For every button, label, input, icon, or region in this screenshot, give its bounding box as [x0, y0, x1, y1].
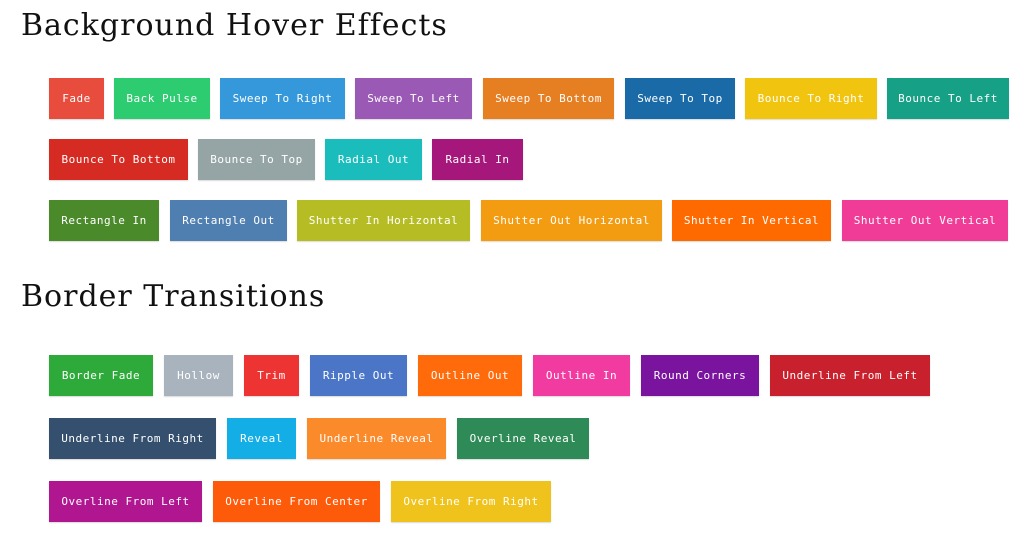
round-corners-button[interactable]: Round Corners — [641, 355, 759, 396]
fade-button[interactable]: Fade — [49, 78, 104, 119]
reveal-button[interactable]: Reveal — [227, 418, 296, 459]
shutter-in-horizontal-button[interactable]: Shutter In Horizontal — [297, 200, 470, 241]
back-pulse-button[interactable]: Back Pulse — [114, 78, 210, 119]
bounce-to-top-button[interactable]: Bounce To Top — [198, 139, 315, 180]
overline-from-right-button[interactable]: Overline From Right — [391, 481, 551, 522]
underline-from-right-button[interactable]: Underline From Right — [49, 418, 216, 459]
section-title-background-hover-effects: Background Hover Effects — [21, 8, 448, 43]
overline-from-center-button[interactable]: Overline From Center — [213, 481, 380, 522]
sweep-to-left-button[interactable]: Sweep To Left — [355, 78, 472, 119]
outline-out-button[interactable]: Outline Out — [418, 355, 522, 396]
section-title-border-transitions: Border Transitions — [21, 279, 326, 314]
bounce-to-right-button[interactable]: Bounce To Right — [745, 78, 877, 119]
bounce-to-left-button[interactable]: Bounce To Left — [887, 78, 1009, 119]
trim-button[interactable]: Trim — [244, 355, 299, 396]
rectangle-out-button[interactable]: Rectangle Out — [170, 200, 287, 241]
sweep-to-right-button[interactable]: Sweep To Right — [220, 78, 345, 119]
ripple-out-button[interactable]: Ripple Out — [310, 355, 407, 396]
outline-in-button[interactable]: Outline In — [533, 355, 630, 396]
underline-reveal-button[interactable]: Underline Reveal — [307, 418, 446, 459]
shutter-in-vertical-button[interactable]: Shutter In Vertical — [672, 200, 831, 241]
bounce-to-bottom-button[interactable]: Bounce To Bottom — [49, 139, 188, 180]
radial-out-button[interactable]: Radial Out — [325, 139, 422, 180]
sweep-to-top-button[interactable]: Sweep To Top — [625, 78, 735, 119]
sweep-to-bottom-button[interactable]: Sweep To Bottom — [483, 78, 614, 119]
hollow-button[interactable]: Hollow — [164, 355, 233, 396]
shutter-out-horizontal-button[interactable]: Shutter Out Horizontal — [481, 200, 662, 241]
radial-in-button[interactable]: Radial In — [432, 139, 523, 180]
border-fade-button[interactable]: Border Fade — [49, 355, 153, 396]
shutter-out-vertical-button[interactable]: Shutter Out Vertical — [842, 200, 1008, 241]
rectangle-in-button[interactable]: Rectangle In — [49, 200, 159, 241]
overline-reveal-button[interactable]: Overline Reveal — [457, 418, 589, 459]
overline-from-left-button[interactable]: Overline From Left — [49, 481, 202, 522]
underline-from-left-button[interactable]: Underline From Left — [770, 355, 930, 396]
